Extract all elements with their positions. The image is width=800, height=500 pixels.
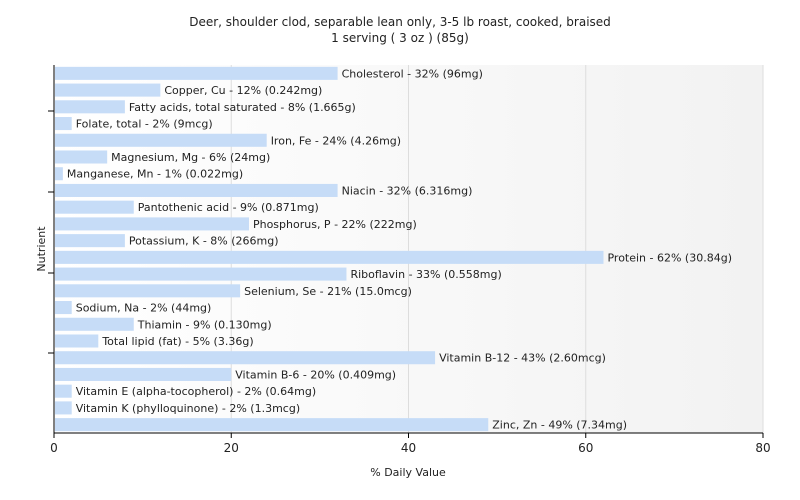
bar-label: Copper, Cu - 12% (0.242mg) bbox=[164, 84, 322, 97]
bar bbox=[55, 100, 125, 114]
bar-label: Fatty acids, total saturated - 8% (1.665… bbox=[129, 101, 356, 114]
bar bbox=[55, 217, 249, 231]
bar-label: Manganese, Mn - 1% (0.022mg) bbox=[67, 168, 243, 181]
bar-label: Phosphorus, P - 22% (222mg) bbox=[253, 218, 417, 231]
bar bbox=[55, 334, 99, 348]
x-axis-title: % Daily Value bbox=[370, 466, 446, 479]
bar-label: Selenium, Se - 21% (15.0mcg) bbox=[244, 285, 412, 298]
bar bbox=[55, 284, 241, 298]
bar bbox=[55, 250, 604, 264]
chart-title: Deer, shoulder clod, separable lean only… bbox=[189, 15, 611, 29]
bar-label: Cholesterol - 32% (96mg) bbox=[342, 67, 483, 80]
bar bbox=[55, 317, 134, 331]
bar bbox=[55, 384, 72, 398]
x-tick-label: 60 bbox=[578, 441, 593, 455]
bar bbox=[55, 183, 338, 197]
bar-label: Magnesium, Mg - 6% (24mg) bbox=[111, 151, 270, 164]
bar bbox=[55, 367, 232, 381]
grid-lines bbox=[230, 65, 764, 433]
bar bbox=[55, 401, 72, 415]
bar-label: Protein - 62% (30.84g) bbox=[607, 251, 732, 264]
bar-label: Vitamin K (phylloquinone) - 2% (1.3mcg) bbox=[76, 402, 300, 415]
x-tick-label: 20 bbox=[224, 441, 239, 455]
bar bbox=[55, 351, 436, 365]
bar-label: Sodium, Na - 2% (44mg) bbox=[76, 302, 212, 315]
bar-label: Vitamin E (alpha-tocopherol) - 2% (0.64m… bbox=[76, 385, 316, 398]
bar-label: Total lipid (fat) - 5% (3.36g) bbox=[101, 335, 253, 348]
bar-label: Folate, total - 2% (9mcg) bbox=[76, 118, 213, 131]
x-axis-ticks: 0 20 40 60 80 bbox=[50, 433, 771, 455]
bar bbox=[55, 83, 161, 97]
bar-label: Niacin - 32% (6.316mg) bbox=[342, 184, 473, 197]
bar-label: Vitamin B-12 - 43% (2.60mcg) bbox=[439, 352, 606, 365]
bar bbox=[55, 200, 134, 214]
bar-label: Vitamin B-6 - 20% (0.409mg) bbox=[235, 368, 396, 381]
bar bbox=[55, 150, 108, 164]
bar bbox=[55, 267, 347, 281]
bar-labels: Cholesterol - 32% (96mg) Copper, Cu - 12%… bbox=[67, 67, 732, 431]
x-tick-label: 0 bbox=[50, 441, 58, 455]
bar bbox=[55, 133, 267, 147]
x-tick-label: 40 bbox=[401, 441, 416, 455]
bar bbox=[55, 167, 63, 181]
bar-label: Zinc, Zn - 49% (7.34mg) bbox=[492, 419, 627, 432]
bar bbox=[55, 66, 338, 80]
bar bbox=[55, 234, 125, 248]
bar-label: Riboflavin - 33% (0.558mg) bbox=[350, 268, 501, 281]
bar-label: Iron, Fe - 24% (4.26mg) bbox=[271, 134, 401, 147]
x-tick-label: 80 bbox=[755, 441, 770, 455]
bar-label: Thiamin - 9% (0.130mg) bbox=[137, 318, 272, 331]
bar-label: Potassium, K - 8% (266mg) bbox=[129, 235, 279, 248]
chart-subtitle: 1 serving ( 3 oz ) (85g) bbox=[331, 31, 469, 45]
y-axis-title: Nutrient bbox=[35, 226, 48, 272]
bar bbox=[55, 418, 489, 432]
bars bbox=[55, 66, 604, 432]
bar-label: Pantothenic acid - 9% (0.871mg) bbox=[138, 201, 319, 214]
bar bbox=[55, 301, 72, 315]
bar bbox=[55, 117, 72, 131]
